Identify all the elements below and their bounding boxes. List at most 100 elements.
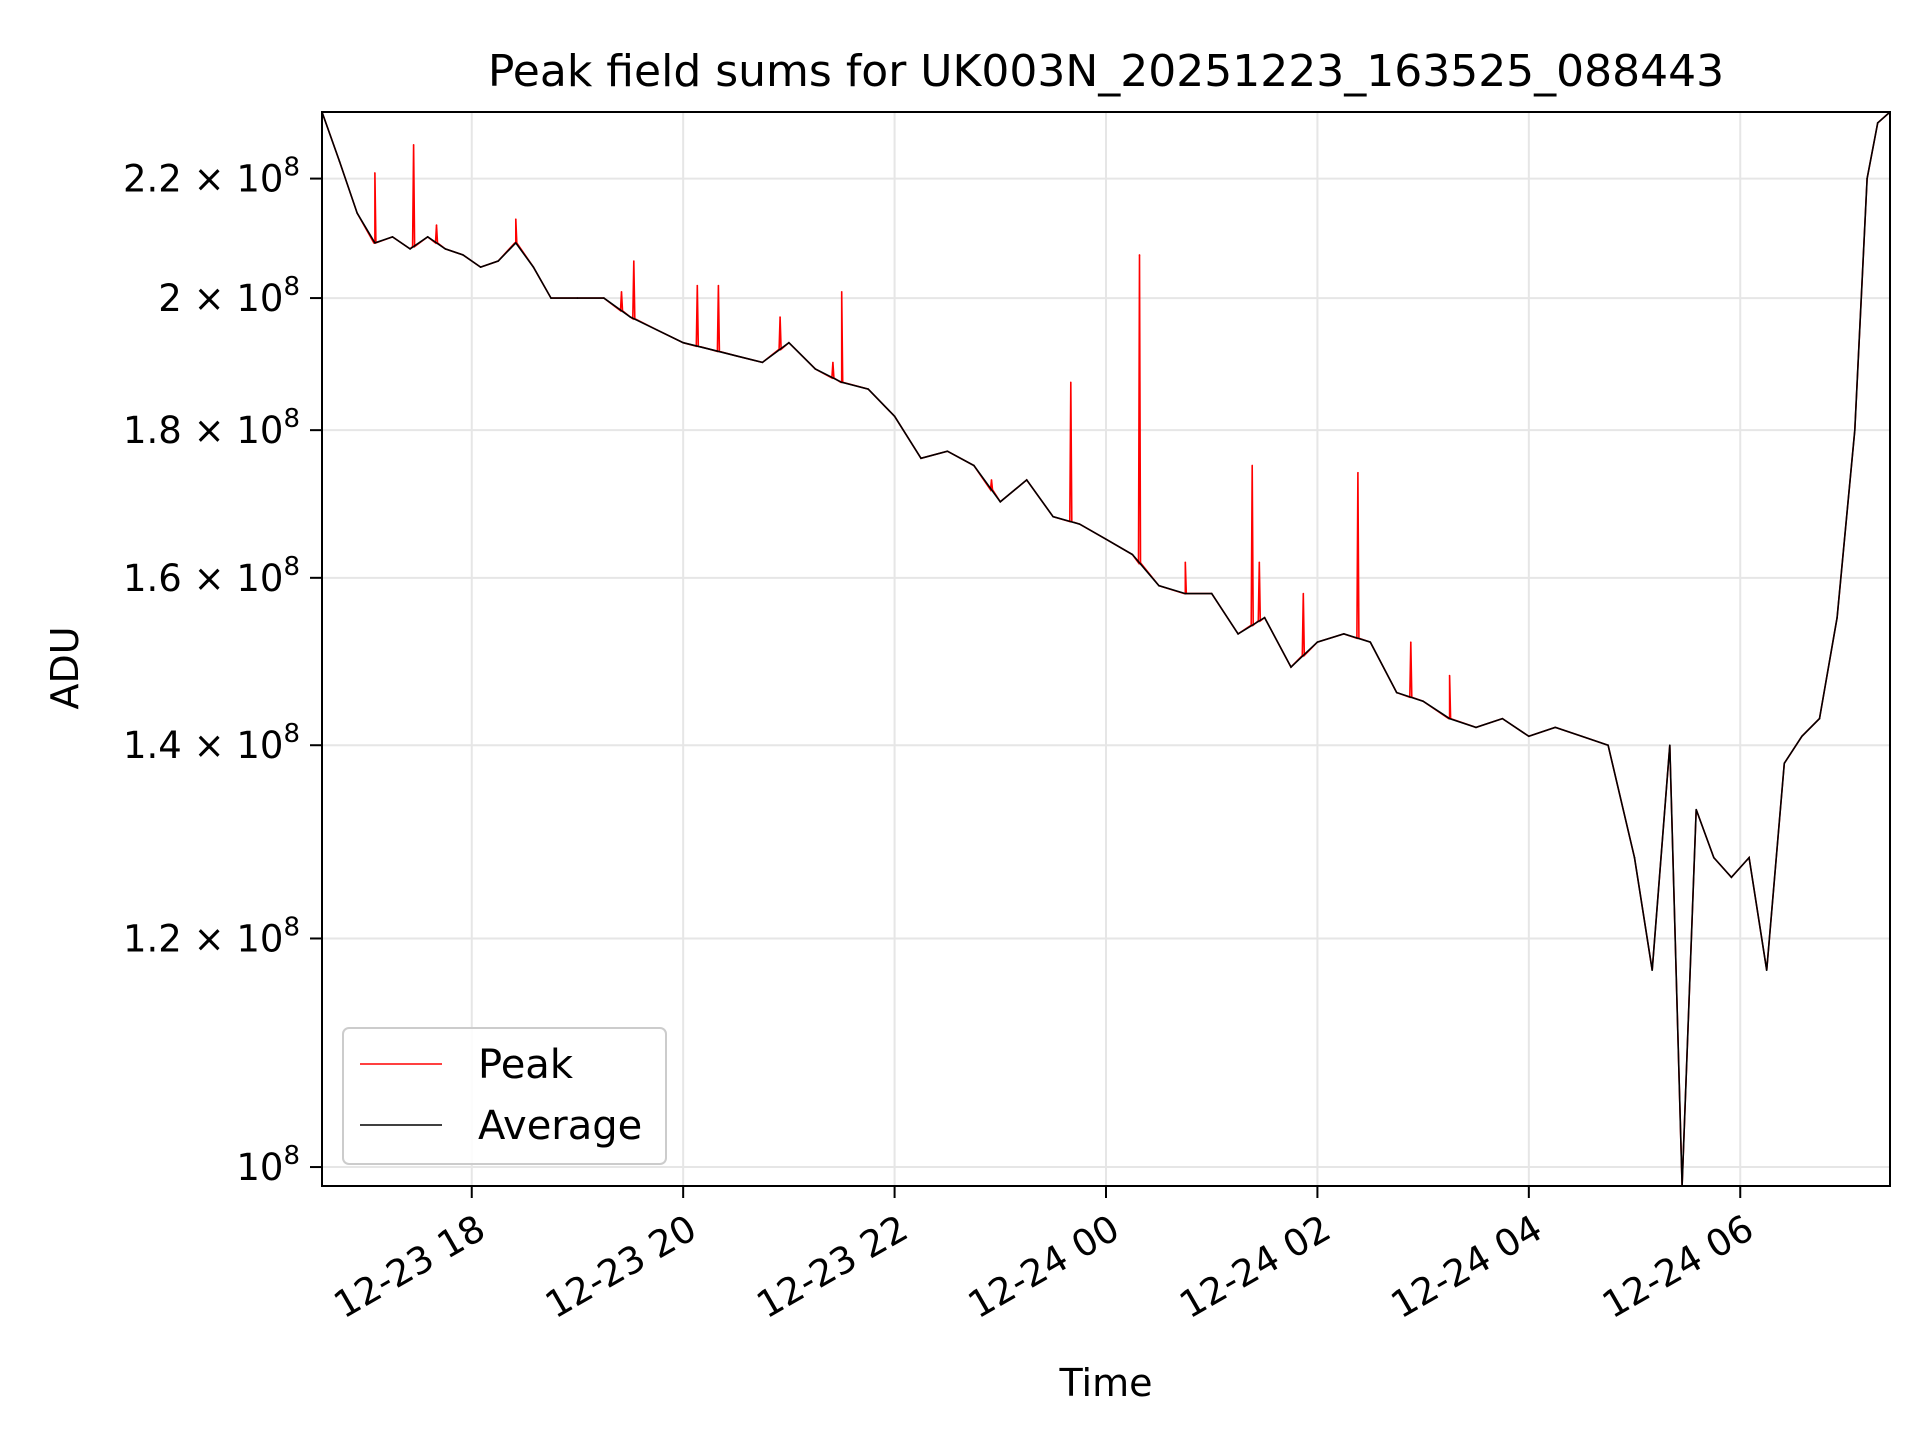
average-data-point: [1607, 744, 1609, 747]
average-data-point: [735, 354, 737, 357]
series-layer: [321, 111, 1891, 1187]
y-axis-label: ADU: [43, 626, 87, 709]
average-data-point: [1475, 726, 1477, 729]
average-data-point: [1713, 856, 1715, 859]
average-data-point: [1866, 177, 1868, 180]
average-data-point: [1668, 744, 1671, 747]
average-data-point: [356, 212, 359, 215]
average-data-point: [1801, 735, 1803, 738]
average-data-point: [409, 248, 411, 250]
average-data-point: [1052, 515, 1054, 518]
average-data-point: [374, 242, 376, 244]
peak-spike-point: [1069, 381, 1072, 384]
y-tick-label: 1.6 × 108: [123, 552, 300, 600]
average-data-point: [1316, 641, 1319, 643]
average-data-point: [426, 236, 429, 238]
average-data-point: [576, 297, 579, 299]
average-data-point: [1422, 700, 1424, 703]
average-data-point: [788, 341, 790, 344]
peak-spike-point: [1448, 674, 1451, 677]
average-data-point: [999, 501, 1002, 503]
average-data-point: [1395, 691, 1398, 694]
peak-spike-point: [633, 260, 635, 262]
peak-spike-point: [1138, 254, 1141, 256]
average-data-point: [973, 464, 975, 467]
average-data-point: [1131, 553, 1134, 556]
average-data-point: [1158, 584, 1160, 587]
average-data-point: [391, 236, 394, 238]
peak-spike-point: [1258, 561, 1261, 564]
average-data-point: [682, 341, 684, 344]
average-data-point: [1633, 856, 1636, 859]
average-data-point: [867, 388, 869, 390]
average-data-point: [1078, 523, 1081, 525]
average-data-point: [893, 415, 896, 418]
legend-label-peak: Peak: [478, 1042, 574, 1088]
y-tick-label: 2 × 108: [158, 272, 300, 320]
average-data-point: [1783, 762, 1786, 765]
peak-spike-point: [1251, 464, 1254, 467]
y-tick-label: 1.2 × 108: [123, 912, 300, 960]
average-data-point: [1237, 633, 1239, 635]
average-data-point: [1105, 538, 1107, 541]
average-data-point: [462, 254, 464, 256]
average-data-point: [1730, 876, 1733, 879]
peak-spike-point: [1302, 592, 1305, 595]
average-data-point: [1554, 726, 1557, 729]
average-data-point: [1343, 633, 1345, 635]
average-data-point: [1448, 717, 1451, 720]
average-data-point: [1290, 666, 1292, 668]
average-data-point: [1263, 616, 1266, 619]
average-data-point: [1369, 641, 1372, 643]
legend: Peak Average: [342, 1027, 667, 1165]
grid: [322, 112, 1890, 1186]
peak-spike-point: [832, 361, 834, 364]
average-data-point: [708, 348, 711, 351]
average-data-point: [1876, 122, 1879, 124]
peak-spike-point: [1357, 471, 1359, 474]
peak-spike-point: [620, 291, 623, 293]
peak-spike-point: [374, 172, 376, 174]
average-data-point: [920, 457, 922, 460]
peak-spike-point: [696, 284, 699, 287]
average-data-point: [1836, 616, 1838, 619]
peak-spike-point: [990, 479, 993, 481]
average-data-point: [1748, 856, 1750, 859]
average-data-point: [1528, 735, 1530, 738]
y-tick-label: 2.2 × 108: [123, 153, 300, 201]
average-data-point: [946, 450, 949, 453]
peak-spike-point: [1409, 641, 1412, 643]
peak-spike-point: [840, 291, 843, 293]
chart-title: Peak field sums for UK003N_20251223_1635…: [488, 46, 1724, 97]
average-data-point: [550, 297, 552, 299]
average-data-point: [514, 242, 517, 244]
average-data-point: [497, 260, 499, 262]
legend-box: [342, 1027, 667, 1165]
average-data-point: [1025, 479, 1028, 481]
average-data-point: [532, 266, 535, 268]
average-data-point: [1651, 969, 1653, 972]
peak-spike-point: [717, 284, 720, 287]
average-data-point: [1765, 969, 1768, 972]
average-data-point: [479, 266, 482, 268]
peak-spike-point: [514, 218, 517, 220]
average-data-point: [338, 160, 341, 163]
average-data-point: [444, 248, 447, 250]
y-tick-label: 1.4 × 108: [123, 719, 300, 767]
average-data-point: [603, 297, 605, 299]
average-data-point: [761, 361, 764, 364]
average-data-point: [814, 368, 817, 370]
average-data-point: [1501, 717, 1504, 720]
peak-spike-point: [1184, 561, 1187, 564]
peak-spike-point: [779, 316, 781, 318]
y-tick-label: 108: [236, 1141, 300, 1189]
legend-label-average: Average: [478, 1103, 642, 1149]
x-axis-label: Time: [1059, 1361, 1153, 1405]
average-data-point: [629, 316, 632, 318]
average-data-point: [1853, 429, 1856, 431]
average-data-point: [1210, 592, 1213, 595]
average-data-point: [840, 381, 843, 384]
average-data-point: [655, 329, 658, 331]
